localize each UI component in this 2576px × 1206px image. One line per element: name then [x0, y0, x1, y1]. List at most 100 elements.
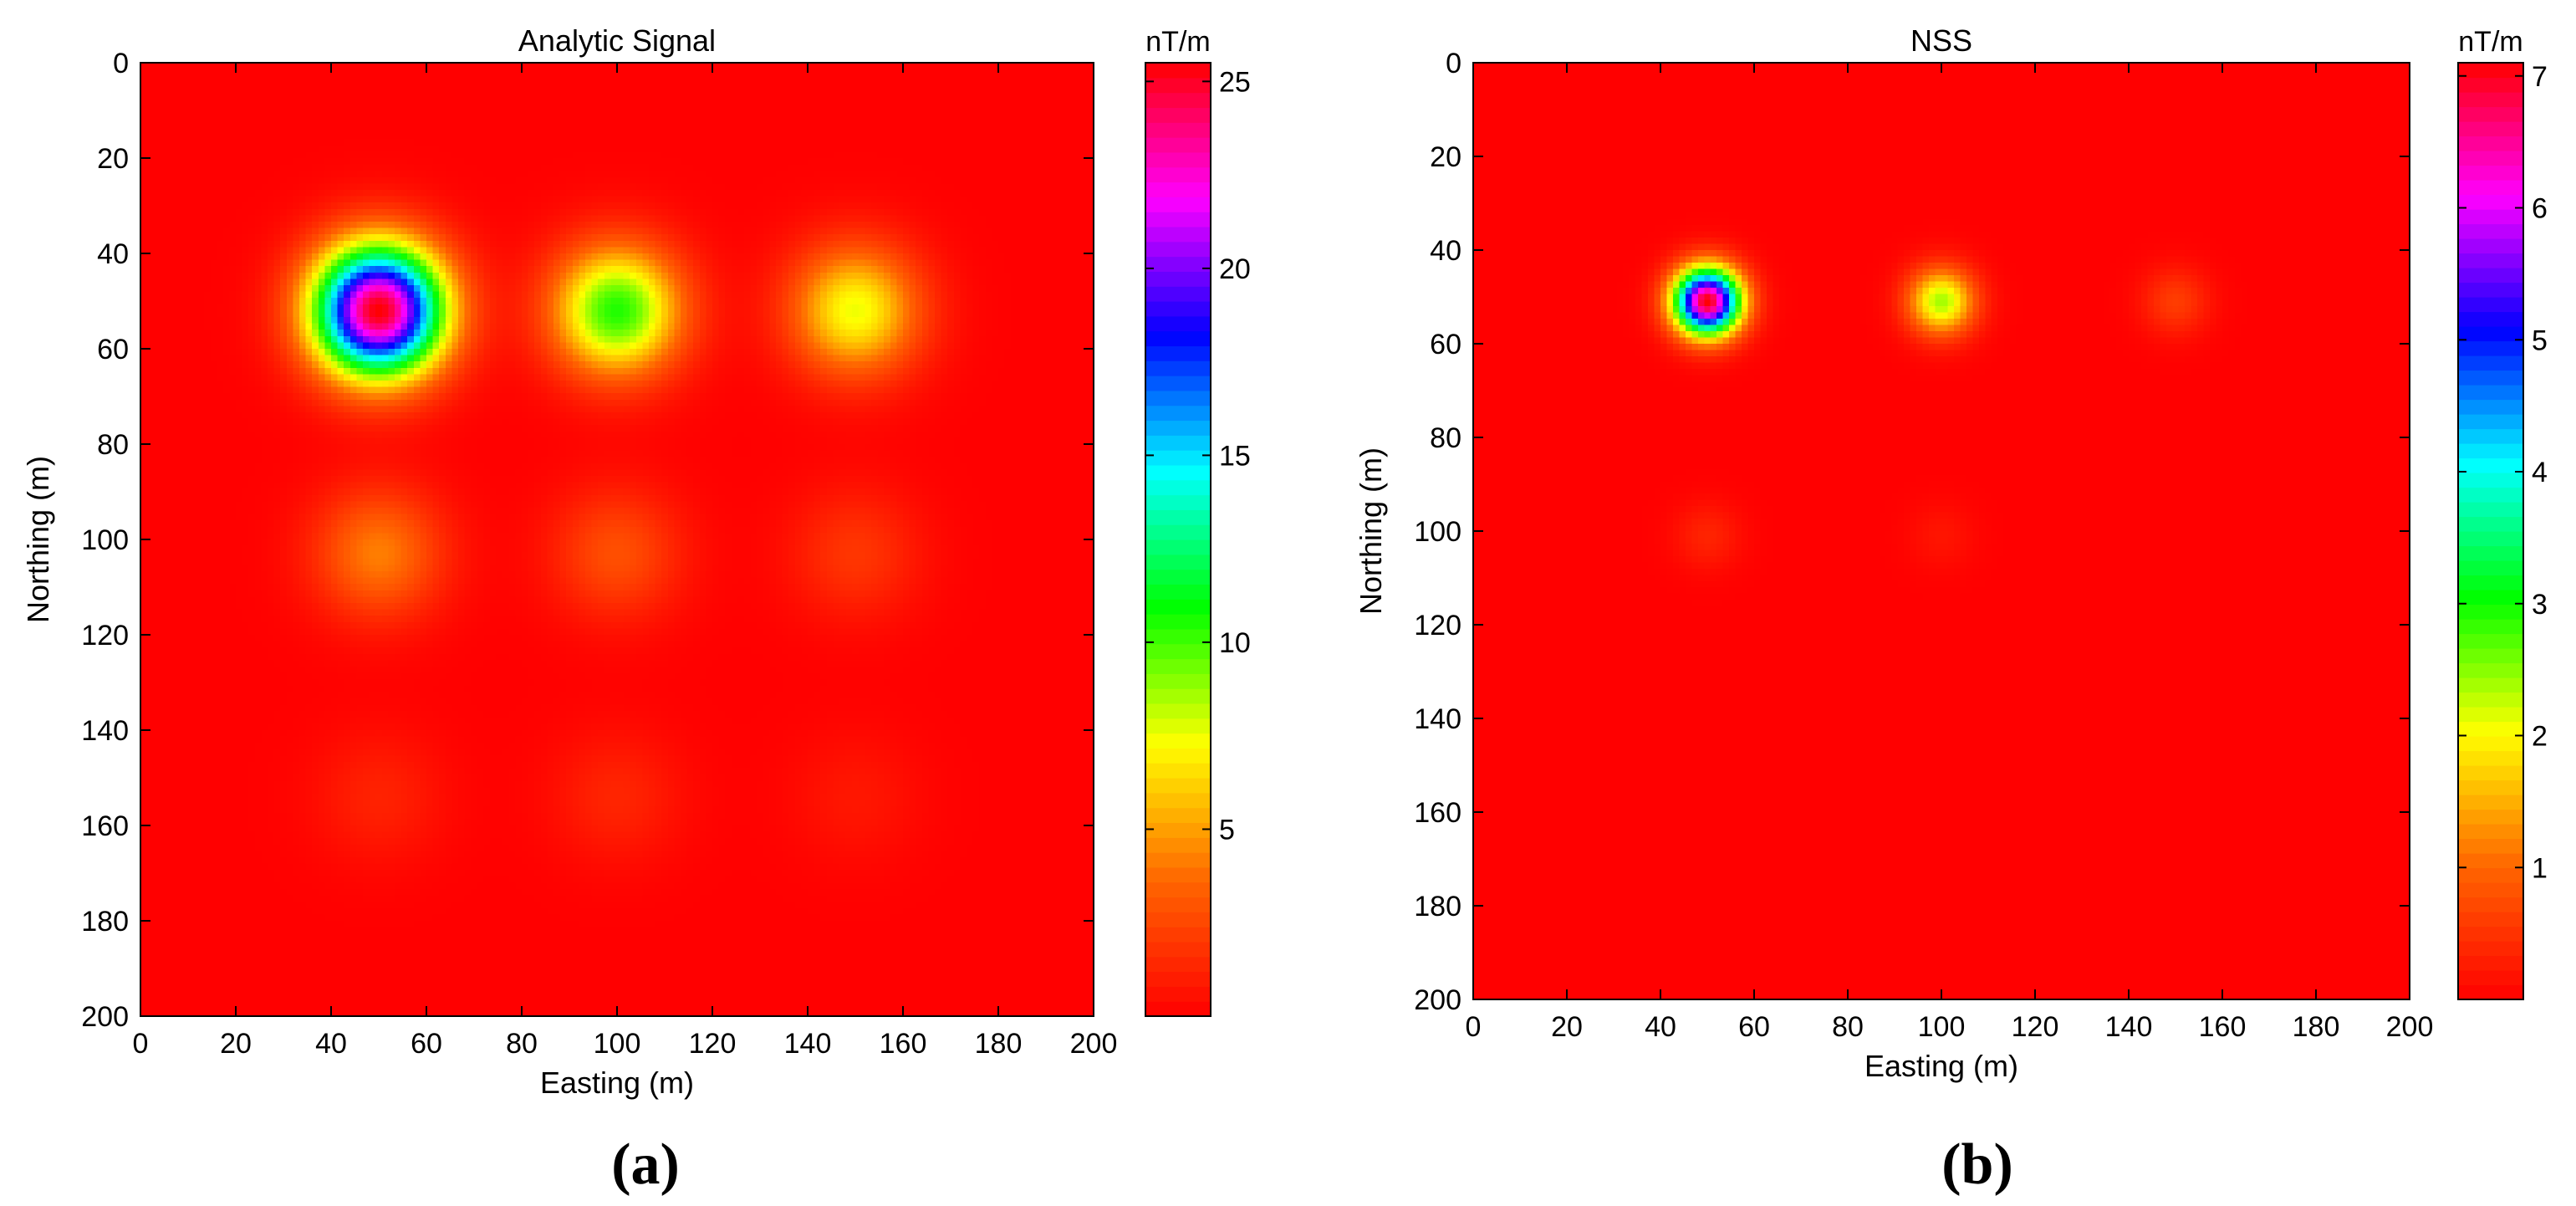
- colorbar-segment: [2458, 692, 2523, 708]
- x-tick-label: 160: [2199, 1011, 2247, 1043]
- colorbar-segment: [2458, 209, 2523, 225]
- colorbar-segment: [1145, 63, 1211, 79]
- colorbar-tick-label: 20: [1219, 253, 1251, 285]
- colorbar-segment: [1145, 792, 1211, 809]
- x-tick-label: 180: [2293, 1011, 2340, 1043]
- colorbar-segment: [1145, 658, 1211, 674]
- colorbar-segment: [1145, 450, 1211, 466]
- colorbar-segment: [1145, 748, 1211, 764]
- colorbar-segment: [1145, 92, 1211, 109]
- colorbar-segment: [1145, 882, 1211, 898]
- colorbar-segment: [2458, 838, 2523, 854]
- x-axis-label: Easting (m): [540, 1065, 694, 1100]
- x-tick-label: 80: [506, 1028, 538, 1060]
- colorbar-segment: [2458, 560, 2523, 576]
- y-tick-label: 60: [97, 334, 129, 365]
- colorbar-tick-label: 7: [2532, 61, 2548, 93]
- colorbar-frame: [2457, 62, 2524, 1000]
- colorbar-segment: [2458, 750, 2523, 766]
- y-tick-label: 160: [81, 810, 129, 842]
- colorbar-segment: [2458, 253, 2523, 268]
- colorbar-segment: [2458, 721, 2523, 737]
- y-tick-label: 40: [97, 238, 129, 270]
- colorbar-segment: [2458, 795, 2523, 810]
- y-tick-label: 120: [1414, 610, 1461, 641]
- x-tick-label: 80: [1832, 1011, 1864, 1043]
- colorbar-segment: [1145, 494, 1211, 510]
- colorbar-segment: [2458, 941, 2523, 957]
- x-tick-label: 100: [1918, 1011, 1966, 1043]
- colorbar-segment: [1145, 137, 1211, 153]
- colorbar-segment: [1145, 614, 1211, 630]
- y-tick-label: 80: [1430, 422, 1461, 454]
- colorbar-segment: [2458, 662, 2523, 678]
- colorbar-segment: [1145, 226, 1211, 243]
- x-tick-label: 160: [880, 1028, 927, 1060]
- colorbar-segment: [1145, 241, 1211, 258]
- y-tick-label: 180: [81, 906, 129, 938]
- colorbar-segment: [1145, 986, 1211, 1002]
- colorbar-segment: [2458, 897, 2523, 912]
- colorbar-segment: [1145, 763, 1211, 779]
- colorbar-segment: [2458, 707, 2523, 723]
- colorbar-segment: [1145, 77, 1211, 94]
- colorbar-segment: [2458, 590, 2523, 606]
- colorbar-segment: [1145, 166, 1211, 183]
- y-tick-label: 200: [81, 1001, 129, 1033]
- x-tick-label: 40: [315, 1028, 347, 1060]
- colorbar-segment: [1145, 122, 1211, 138]
- colorbar-tick-label: 25: [1219, 66, 1251, 98]
- colorbar-segment: [2458, 297, 2523, 313]
- colorbar-segment: [1145, 360, 1211, 376]
- colorbar-segment: [2458, 516, 2523, 532]
- colorbar-segment: [2458, 604, 2523, 620]
- colorbar-segment: [1145, 569, 1211, 585]
- colorbar-segment: [1145, 256, 1211, 272]
- colorbar-tick-label: 5: [1219, 814, 1235, 846]
- heatmap-image: [1473, 63, 2410, 999]
- colorbar-tick-label: 3: [2532, 589, 2548, 621]
- y-tick-label: 180: [1414, 891, 1461, 922]
- colorbar-segment: [2458, 633, 2523, 649]
- colorbar-segment: [2458, 970, 2523, 986]
- colorbar-segment: [2458, 326, 2523, 342]
- colorbar-segment: [2458, 779, 2523, 795]
- colorbar-segment: [2458, 135, 2523, 151]
- colorbar-segment: [1145, 956, 1211, 973]
- y-tick-label: 120: [81, 620, 129, 652]
- colorbar-segment: [1145, 852, 1211, 868]
- x-tick-label: 40: [1645, 1011, 1676, 1043]
- panel-a: 0 20 40 60 80 100 120 140 160 180 2000204060801001…: [21, 23, 1251, 1100]
- y-tick-label: 0: [1446, 48, 1461, 79]
- colorbar-segment: [1145, 733, 1211, 749]
- y-axis-label: Northing (m): [1354, 447, 1388, 615]
- colorbar-segment: [1145, 971, 1211, 987]
- colorbar-segment: [1145, 539, 1211, 555]
- y-tick-label: 0: [113, 48, 129, 79]
- colorbar-segment: [1145, 866, 1211, 883]
- colorbar-segment: [2458, 355, 2523, 371]
- colorbar-segment: [2458, 473, 2523, 488]
- colorbar-tick-label: 1: [2532, 852, 2548, 884]
- colorbar-segment: [2458, 385, 2523, 401]
- colorbar-segment: [2458, 223, 2523, 239]
- colorbar-segment: [1145, 688, 1211, 704]
- x-tick-label: 100: [594, 1028, 641, 1060]
- colorbar-segment: [2458, 370, 2523, 386]
- y-tick-label: 140: [1414, 703, 1461, 735]
- colorbar-segment: [2458, 399, 2523, 415]
- colorbar-unit-label: nT/m: [1145, 26, 1210, 58]
- colorbar-segment: [1145, 554, 1211, 570]
- colorbar-segment: [1145, 376, 1211, 391]
- x-tick-label: 20: [220, 1028, 252, 1060]
- y-tick-label: 160: [1414, 797, 1461, 829]
- colorbar-segment: [2458, 575, 2523, 590]
- colorbar-segment: [1145, 405, 1211, 422]
- y-tick-label: 20: [1430, 141, 1461, 173]
- chart-title: NSS: [1910, 23, 1972, 58]
- colorbar-segment: [1145, 778, 1211, 794]
- colorbar-segment: [2458, 531, 2523, 547]
- colorbar-segment: [1145, 599, 1211, 615]
- panel-b: 0 20 40 60 80 100 120 140 160 180 2000204060801001…: [1354, 23, 2548, 1083]
- colorbar-segment: [2458, 912, 2523, 927]
